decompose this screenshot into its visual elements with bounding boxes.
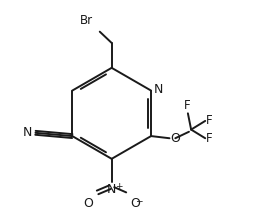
Text: F: F [206,132,212,145]
Text: Br: Br [80,14,93,27]
Text: F: F [206,114,212,127]
Text: O: O [171,132,180,145]
Text: N: N [154,83,163,96]
Text: F: F [183,99,190,112]
Text: O: O [130,197,140,210]
Text: O: O [83,197,93,210]
Text: N: N [23,126,32,139]
Text: N: N [107,183,116,196]
Text: −: − [135,196,142,205]
Text: +: + [115,182,122,191]
